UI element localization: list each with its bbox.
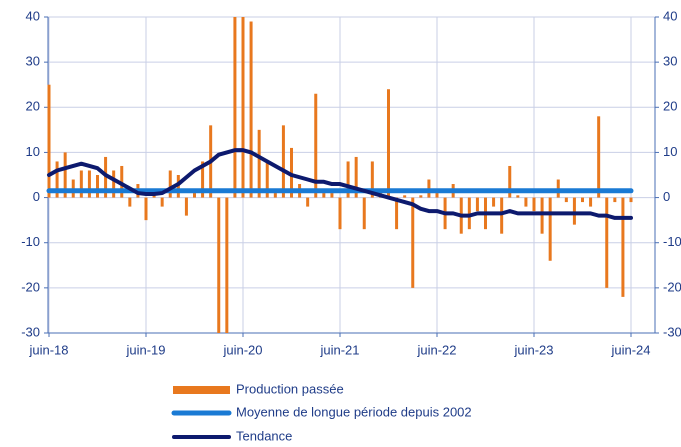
bar: [516, 195, 520, 198]
bar: [403, 195, 407, 198]
bar: [281, 125, 285, 198]
bar: [79, 170, 83, 198]
y-tick-label: 30: [26, 54, 40, 69]
bar: [338, 197, 342, 230]
y-tick-label: 20: [26, 99, 40, 114]
bar: [346, 161, 350, 198]
y-tick-label: 40: [26, 8, 40, 23]
bar: [548, 197, 552, 261]
bar: [63, 152, 67, 198]
y2-tick-label: -20: [663, 279, 681, 294]
bar: [217, 197, 221, 333]
bar: [144, 197, 148, 221]
plot-area: [48, 17, 655, 333]
bar: [193, 193, 196, 198]
bar: [241, 17, 245, 198]
y-tick-label: -10: [21, 234, 40, 249]
bar: [629, 197, 633, 203]
legend-label: Moyenne de longue période depuis 2002: [236, 404, 472, 419]
x-tick-label: juin-22: [416, 342, 456, 357]
bar: [201, 161, 205, 198]
y2-tick-label: 20: [663, 99, 677, 114]
bar: [168, 170, 172, 198]
line-series: [47, 148, 633, 220]
x-tick-label: juin-19: [125, 342, 165, 357]
bar: [184, 197, 188, 216]
bar: [257, 129, 261, 198]
bar: [128, 197, 132, 207]
bar: [330, 193, 334, 198]
bar: [411, 197, 415, 288]
y2-tick-label: 30: [663, 54, 677, 69]
bar: [233, 17, 237, 198]
bar: [572, 197, 576, 225]
bar: [475, 197, 479, 212]
bar: [322, 193, 326, 198]
y2-tick-label: -10: [663, 234, 681, 249]
bar: [435, 193, 439, 198]
y2-tick-label: 0: [663, 189, 670, 204]
bar: [597, 116, 601, 198]
bar: [314, 93, 318, 198]
bar: [87, 170, 91, 198]
legend-label: Production passée: [236, 381, 344, 396]
y-tick-label: -20: [21, 279, 40, 294]
y2-tick-label: 10: [663, 144, 677, 159]
y2-tick-label: -30: [663, 324, 681, 339]
bar: [564, 197, 568, 203]
y2-tick-label: 40: [663, 8, 677, 23]
bar: [500, 197, 504, 234]
x-tick-label: juin-23: [513, 342, 553, 357]
bar: [395, 197, 399, 230]
bar: [524, 197, 528, 207]
bar: [306, 197, 310, 207]
y-tick-label: 0: [33, 189, 40, 204]
bar: [249, 21, 253, 198]
legend-swatch: [173, 386, 230, 394]
bar: [96, 175, 99, 198]
bar: [160, 197, 164, 207]
bar: [581, 197, 584, 203]
x-tick-label: juin-20: [222, 342, 262, 357]
bar: [532, 197, 536, 212]
bar: [589, 197, 593, 207]
bar: [362, 197, 366, 230]
legend: Production passée Moyenne de longue pério…: [171, 381, 472, 443]
bar: [540, 197, 544, 234]
bar: [605, 197, 609, 288]
bar: [225, 197, 229, 333]
bar: [467, 197, 471, 230]
bar: [354, 156, 358, 198]
bar: [387, 89, 390, 198]
bar: [55, 161, 59, 198]
bar: [112, 170, 116, 198]
x-tick-label: juin-21: [319, 342, 359, 357]
bar: [370, 161, 374, 198]
bar: [47, 84, 51, 198]
bar: [621, 197, 625, 297]
bar: [419, 195, 423, 198]
x-tick-label: juin-24: [610, 342, 650, 357]
bar: [492, 197, 496, 207]
bar: [508, 165, 512, 198]
legend-label: Tendance: [236, 428, 292, 443]
y-tick-label: 10: [26, 144, 40, 159]
bar: [273, 193, 277, 198]
x-tick-label: juin-18: [28, 342, 68, 357]
bar: [265, 161, 269, 198]
y-tick-label: -30: [21, 324, 40, 339]
bar: [613, 197, 617, 203]
